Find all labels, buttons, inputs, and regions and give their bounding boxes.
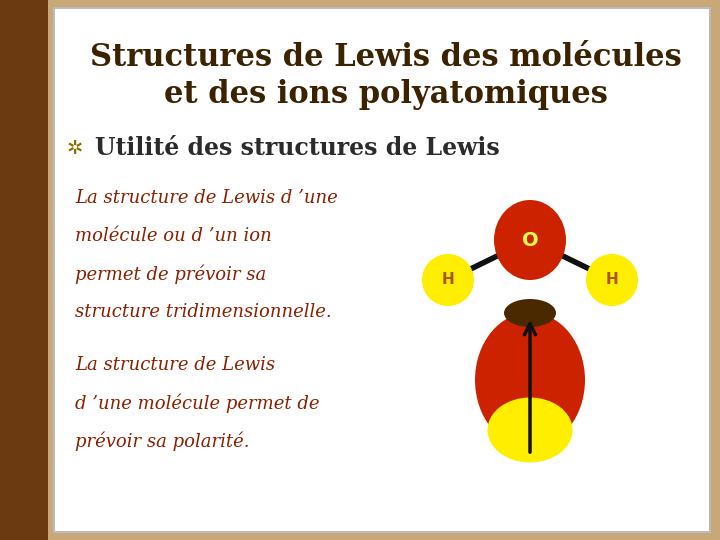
Text: H: H [441,273,454,287]
Ellipse shape [504,299,556,327]
Ellipse shape [475,313,585,448]
Ellipse shape [487,397,572,462]
Text: La structure de Lewis: La structure de Lewis [75,356,275,374]
Text: H: H [606,273,618,287]
Text: permet de prévoir sa: permet de prévoir sa [75,264,266,284]
Text: Structures de Lewis des molécules: Structures de Lewis des molécules [90,43,682,73]
Text: O: O [522,231,539,249]
Text: structure tridimensionnelle.: structure tridimensionnelle. [75,303,332,321]
Text: Utilité des structures de Lewis: Utilité des structures de Lewis [95,136,500,160]
Bar [0,0,48,540]
Text: d ’une molécule permet de: d ’une molécule permet de [75,393,320,413]
Text: et des ions polyatomiques: et des ions polyatomiques [164,78,608,110]
Ellipse shape [586,254,638,306]
Text: La structure de Lewis d ’une: La structure de Lewis d ’une [75,189,338,207]
Text: molécule ou d ’un ion: molécule ou d ’un ion [75,227,271,245]
Text: prévoir sa polarité.: prévoir sa polarité. [75,431,250,451]
Ellipse shape [422,254,474,306]
Text: ✲: ✲ [67,138,84,158]
Ellipse shape [494,200,566,280]
